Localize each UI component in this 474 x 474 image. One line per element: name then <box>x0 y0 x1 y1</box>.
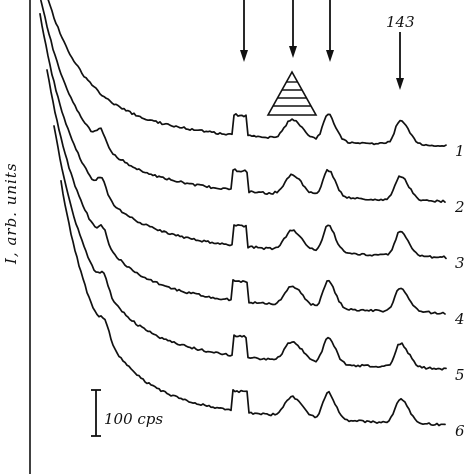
series-label-4: 4 <box>454 310 465 328</box>
spectrum-trace-4 <box>46 69 446 315</box>
series-labels: 1 2 3 4 5 6 <box>454 142 465 440</box>
scale-bar: 100 cps <box>91 389 163 437</box>
peak-arrows <box>240 0 404 90</box>
arrow-peak-3 <box>326 0 334 62</box>
series-label-1: 1 <box>455 142 465 160</box>
spectrum-trace-5 <box>53 125 447 371</box>
peak-label-143: 143 <box>386 13 415 31</box>
spectrum-trace-2 <box>39 0 446 204</box>
y-axis-label: I, arb. units <box>2 162 20 265</box>
spectrum-trace-1 <box>47 0 447 147</box>
series-label-2: 2 <box>454 198 465 216</box>
spectrum-trace-3 <box>39 12 447 260</box>
series-label-6: 6 <box>455 422 465 440</box>
series-label-5: 5 <box>455 366 465 384</box>
hatched-triangle-marker <box>266 70 318 116</box>
spectra-traces <box>39 0 447 427</box>
series-label-3: 3 <box>455 254 465 272</box>
arrow-peak-2 <box>289 0 297 58</box>
scale-bar-label: 100 cps <box>104 410 163 428</box>
spectrum-trace-6 <box>60 180 446 427</box>
arrow-peak-143 <box>396 32 404 90</box>
arrow-rect-peak <box>240 0 248 62</box>
